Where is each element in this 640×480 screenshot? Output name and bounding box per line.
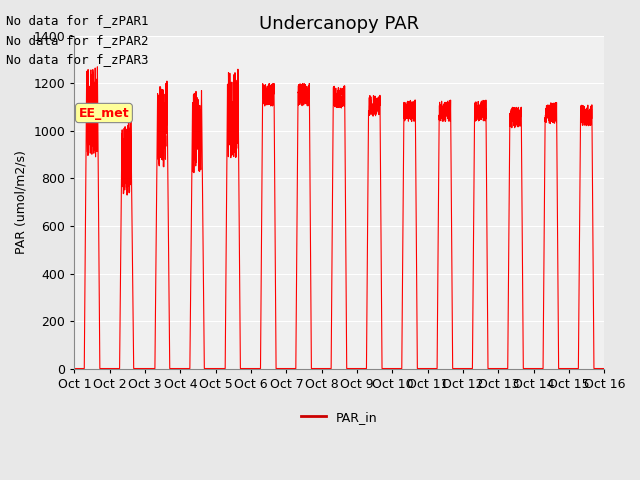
Text: No data for f_zPAR2: No data for f_zPAR2 <box>6 34 149 47</box>
Text: No data for f_zPAR3: No data for f_zPAR3 <box>6 53 149 66</box>
Title: Undercanopy PAR: Undercanopy PAR <box>259 15 419 33</box>
Text: EE_met: EE_met <box>79 107 129 120</box>
Y-axis label: PAR (umol/m2/s): PAR (umol/m2/s) <box>15 150 28 254</box>
Text: No data for f_zPAR1: No data for f_zPAR1 <box>6 14 149 27</box>
Legend: PAR_in: PAR_in <box>296 406 383 429</box>
